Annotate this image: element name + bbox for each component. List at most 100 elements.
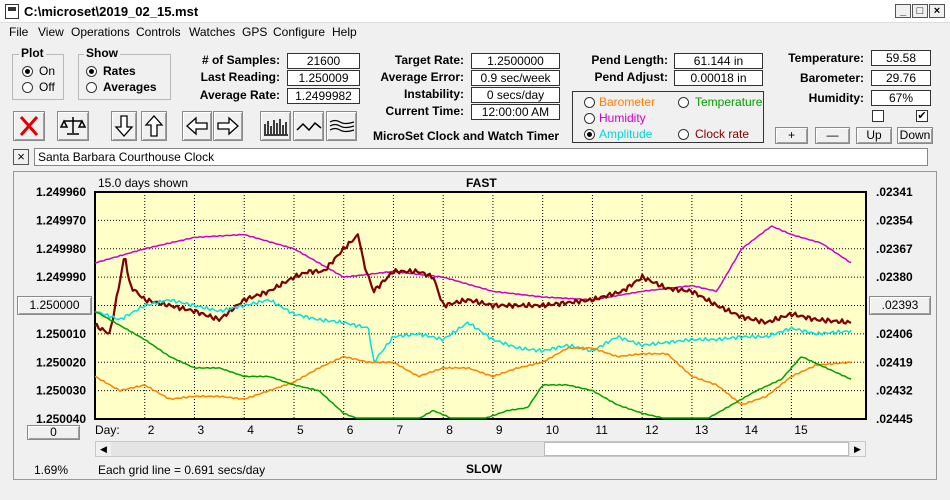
show-averages-radio[interactable]: [86, 82, 97, 93]
plot-area: [94, 191, 867, 420]
y-right-tick-label: .02341: [876, 185, 913, 199]
arrow-up-button[interactable]: [141, 111, 167, 141]
last-reading-value: 1.250009: [287, 70, 360, 86]
plus-button[interactable]: +: [775, 127, 808, 144]
y-left-tick-label: 1.249960: [36, 185, 86, 199]
average-error-label: Average Error:: [380, 70, 464, 84]
right-scale-button[interactable]: .02393: [869, 296, 931, 315]
arrow-right-button[interactable]: [213, 111, 243, 141]
barometer-series-line: [94, 346, 852, 406]
scroll-thumb[interactable]: [544, 442, 849, 456]
slow-label: SLOW: [466, 462, 502, 476]
clock-rate-option-label: Clock rate: [695, 127, 750, 141]
humidity-radio[interactable]: [584, 113, 595, 124]
x-tick-label: 9: [496, 423, 503, 437]
close-icon[interactable]: ×: [929, 4, 945, 18]
show-rates-radio[interactable]: [86, 66, 97, 77]
menu-gps[interactable]: GPS: [242, 25, 268, 39]
average-rate-label: Average Rate:: [199, 88, 280, 102]
line-wave-button[interactable]: [293, 111, 324, 141]
y-right-tick-label: .02367: [876, 242, 913, 256]
last-reading-label: Last Reading:: [200, 70, 280, 84]
temperature-label: Temperature:: [788, 51, 864, 65]
window-title: C:\microset\2019_02_15.mst: [24, 4, 199, 19]
target-rate-label: Target Rate:: [394, 53, 464, 67]
instability-value: 0 secs/day: [471, 87, 560, 103]
day-axis-label: Day:: [95, 423, 120, 437]
right-checkbox[interactable]: ✔: [916, 110, 928, 122]
average-rate-value: 1.2499982: [287, 88, 360, 104]
menu-bar: File View Operations Controls Watches GP…: [0, 23, 950, 42]
arrow-down-button[interactable]: [111, 111, 137, 141]
maximize-icon[interactable]: □: [912, 4, 928, 18]
barometer-option-label: Barometer: [599, 95, 656, 109]
minimize-icon[interactable]: _: [895, 4, 911, 18]
plot-off-radio[interactable]: [22, 82, 33, 93]
pend-adjust-label: Pend Adjust:: [594, 70, 668, 84]
bar-graph-icon: [264, 119, 288, 136]
scroll-left-icon[interactable]: ◀: [96, 442, 111, 456]
x-tick-label: 13: [695, 423, 709, 437]
menu-file[interactable]: File: [9, 25, 29, 39]
temperature-value: 59.58: [871, 50, 931, 66]
x-tick-label: 8: [446, 423, 453, 437]
show-groupbox: [78, 54, 171, 100]
x-tick-label: 6: [347, 423, 354, 437]
stop-button[interactable]: [13, 111, 45, 141]
bar-graph-button[interactable]: [260, 111, 291, 141]
x-tick-label: 4: [247, 423, 254, 437]
pend-length-label: Pend Length:: [591, 53, 668, 67]
humidity-option-label: Humidity: [599, 111, 646, 125]
show-group-title: Show: [84, 46, 120, 60]
percent-label: 1.69%: [34, 463, 69, 477]
humidity-series-line: [94, 225, 852, 301]
menu-watches[interactable]: Watches: [189, 25, 236, 39]
zero-button[interactable]: 0: [27, 425, 80, 440]
watch-name-field[interactable]: Santa Barbara Courthouse Clock: [34, 148, 928, 166]
menu-help[interactable]: Help: [332, 25, 357, 39]
balance-button[interactable]: [57, 111, 89, 141]
multi-wave-button[interactable]: [326, 111, 357, 141]
title-bar: [0, 0, 950, 23]
target-rate-value: 1.2500000: [471, 53, 560, 69]
show-averages-label: Averages: [103, 80, 157, 94]
pend-length-value: 61.144 in: [674, 53, 763, 69]
x-tick-label: 11: [595, 423, 608, 437]
multi-wave-icon: [329, 119, 355, 133]
x-tick-label: 12: [645, 423, 659, 437]
y-left-tick-label: 1.249990: [36, 270, 86, 284]
arrow-left-button[interactable]: [182, 111, 212, 141]
y-right-tick-label: .02432: [876, 384, 913, 398]
clock-rate-radio[interactable]: [678, 129, 689, 140]
samples-value: 21600: [287, 53, 360, 69]
up-button[interactable]: Up: [856, 127, 892, 144]
grid-note-label: Each grid line = 0.691 secs/day: [98, 463, 266, 477]
scroll-right-icon[interactable]: ▶: [850, 442, 865, 456]
arrow-down-icon: [114, 115, 134, 137]
x-tick-label: 7: [396, 423, 403, 437]
temperature-radio[interactable]: [678, 97, 689, 108]
amplitude-option-label: Amplitude: [599, 127, 653, 141]
y-right-tick-label: .02419: [876, 355, 913, 369]
watch-close-icon[interactable]: ×: [13, 149, 29, 165]
minus-button[interactable]: —: [815, 127, 850, 144]
barometer-value: 29.76: [871, 70, 931, 86]
menu-controls[interactable]: Controls: [136, 25, 181, 39]
menu-operations[interactable]: Operations: [71, 25, 130, 39]
down-button[interactable]: Down: [897, 127, 933, 144]
humidity-value: 67%: [871, 90, 931, 106]
barometer-radio[interactable]: [584, 97, 595, 108]
app-icon[interactable]: [5, 4, 19, 19]
left-scale-button[interactable]: 1.250000: [17, 296, 92, 315]
temperature-option-label: Temperature: [695, 95, 763, 109]
y-left-tick-label: 1.250030: [36, 384, 86, 398]
plot-on-radio[interactable]: [22, 66, 33, 77]
menu-configure[interactable]: Configure: [273, 25, 326, 39]
menu-view[interactable]: View: [38, 25, 64, 39]
samples-label: # of Samples:: [201, 53, 280, 67]
left-checkbox[interactable]: [872, 110, 884, 122]
amplitude-radio[interactable]: [584, 129, 595, 140]
x-tick-label: 15: [794, 423, 808, 437]
y-right-tick-label: .02406: [876, 327, 913, 341]
days-shown-label: 15.0 days shown: [98, 176, 189, 190]
